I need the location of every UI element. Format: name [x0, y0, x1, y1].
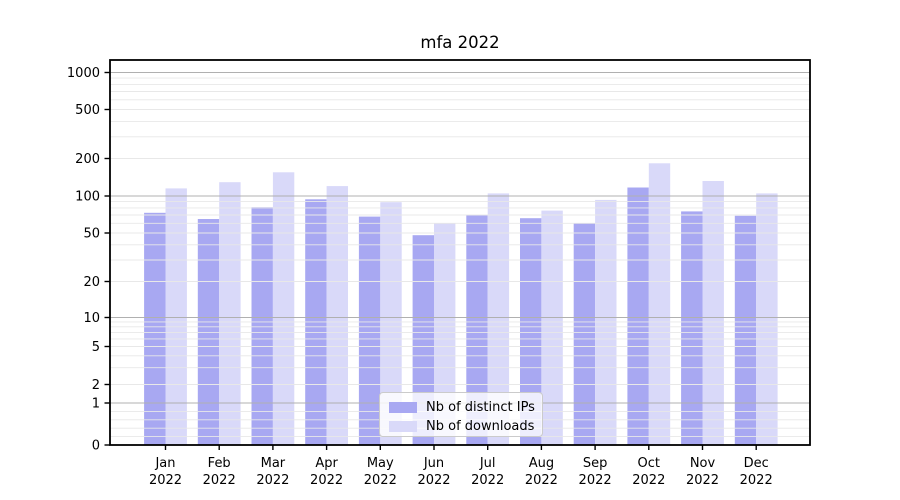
- bar-distinct-ips-oct: [627, 187, 649, 445]
- x-tick-label-year: 2022: [149, 473, 182, 488]
- bar-downloads-nov: [702, 181, 724, 445]
- bar-distinct-ips-nov: [681, 211, 703, 445]
- y-tick-label: 1: [92, 397, 100, 412]
- legend: Nb of distinct IPs Nb of downloads: [379, 392, 543, 437]
- x-tick-label-month: Apr: [315, 456, 338, 471]
- bar-distinct-ips-sep: [573, 223, 596, 445]
- legend-label-downloads: Nb of downloads: [426, 419, 535, 434]
- legend-label-distinct-ips: Nb of distinct IPs: [426, 400, 535, 415]
- y-tick-label: 50: [83, 227, 100, 242]
- bar-downloads-apr: [326, 186, 348, 445]
- x-tick-label-year: 2022: [203, 473, 236, 488]
- x-tick-label-month: Oct: [638, 456, 660, 471]
- x-tick-label-month: Sep: [583, 456, 608, 471]
- x-tick-label-year: 2022: [417, 473, 450, 488]
- x-tick-label-year: 2022: [310, 473, 343, 488]
- y-tick-label: 5: [92, 340, 100, 355]
- x-tick-label-year: 2022: [632, 473, 665, 488]
- chart-title: mfa 2022: [420, 33, 500, 52]
- legend-swatch-downloads: [389, 421, 417, 432]
- bar-downloads-mar: [272, 172, 295, 446]
- x-tick-label-year: 2022: [740, 473, 773, 488]
- y-tick-label: 2: [92, 378, 100, 393]
- bar-downloads-jan: [165, 188, 187, 445]
- bar-downloads-dec: [756, 193, 778, 445]
- y-tick-label: 0: [92, 439, 100, 454]
- bar-downloads-sep: [595, 199, 617, 445]
- bar-distinct-ips-dec: [734, 215, 757, 445]
- legend-item-downloads: Nb of downloads: [389, 417, 542, 436]
- bar-distinct-ips-may: [358, 216, 381, 445]
- x-tick-label-year: 2022: [579, 473, 612, 488]
- legend-item-distinct-ips: Nb of distinct IPs: [389, 398, 542, 417]
- y-tick-label: 200: [75, 152, 100, 167]
- x-tick-label-month: Nov: [690, 456, 716, 471]
- x-tick-label-month: Feb: [208, 456, 231, 471]
- bar-distinct-ips-mar: [251, 207, 273, 445]
- bar-downloads-aug: [541, 210, 563, 445]
- x-tick-label-month: Mar: [261, 456, 286, 471]
- x-tick-label-year: 2022: [525, 473, 558, 488]
- x-tick-label-month: Dec: [744, 456, 769, 471]
- x-tick-label-year: 2022: [364, 473, 397, 488]
- plot-border: [109, 59, 811, 446]
- bar-distinct-ips-jul: [466, 215, 488, 445]
- bar-downloads-feb: [219, 182, 241, 445]
- bar-distinct-ips-aug: [520, 218, 542, 445]
- y-tick-label: 1000: [67, 66, 100, 81]
- x-tick-label-year: 2022: [686, 473, 719, 488]
- x-tick-label-month: Jul: [479, 456, 496, 471]
- y-tick-label: 20: [83, 275, 100, 290]
- x-tick-label-month: Jan: [154, 456, 175, 471]
- bar-downloads-jul: [487, 193, 510, 445]
- y-tick-label: 100: [75, 190, 100, 205]
- legend-swatch-distinct-ips: [389, 402, 417, 413]
- x-tick-label-month: May: [367, 456, 394, 471]
- bar-downloads-oct: [648, 163, 671, 446]
- bar-downloads-jun: [434, 223, 456, 445]
- y-tick-label: 10: [83, 311, 100, 326]
- x-tick-label-year: 2022: [471, 473, 504, 488]
- x-tick-label-year: 2022: [256, 473, 289, 488]
- x-tick-label-month: Jun: [423, 456, 444, 471]
- y-tick-label: 500: [75, 103, 100, 118]
- x-tick-label-month: Aug: [529, 456, 554, 471]
- bar-distinct-ips-jan: [144, 212, 166, 445]
